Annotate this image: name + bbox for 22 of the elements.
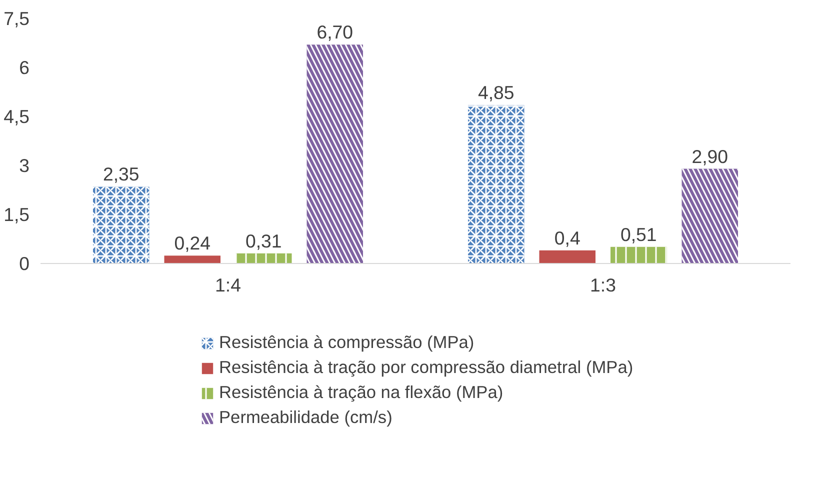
bar [164,256,220,264]
y-tick-label: 6 [19,57,30,78]
x-tick-label: 1:3 [590,274,616,296]
data-label: 4,85 [478,82,514,104]
data-label: 0,51 [620,224,657,245]
y-tick-label: 7,5 [4,8,30,29]
data-label: 2,90 [692,146,728,167]
legend-label: Resistência à tração na flexão (MPa) [219,382,504,403]
data-label: 0,24 [174,232,211,254]
data-label: 0,4 [554,227,580,248]
y-tick-label: 4,5 [4,106,30,127]
y-tick-label: 1,5 [4,204,30,225]
legend-label: Resistência à compressão (MPa) [219,332,474,353]
y-tick-label: 3 [19,155,30,176]
legend-label: Resistência à tração por compressão diametral (MPa) [219,357,634,378]
x-tick-label: 1:4 [215,274,241,296]
legend-label: Permeabilidade (cm/s) [219,407,392,428]
data-label: 6,70 [316,22,354,43]
data-label: 0,31 [245,230,282,252]
bar [539,250,596,264]
data-label: 2,35 [102,164,140,185]
y-tick-label: 0 [19,253,30,274]
